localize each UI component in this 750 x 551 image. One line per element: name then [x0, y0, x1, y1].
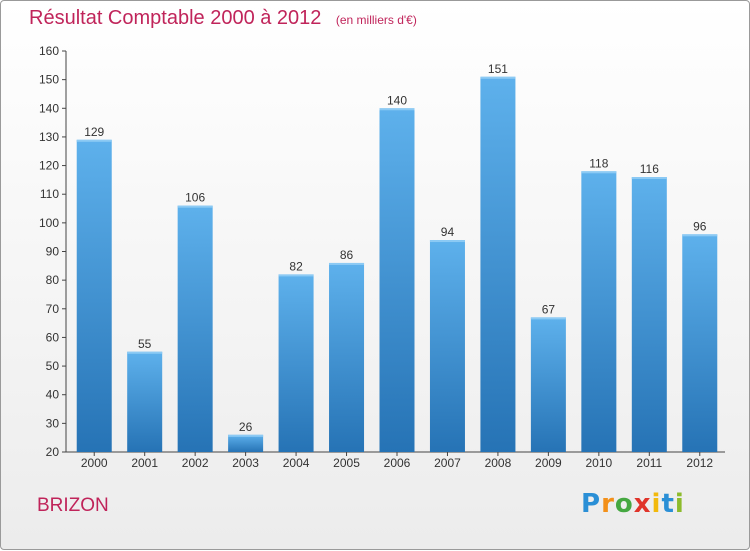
- bar-2010: [581, 171, 617, 453]
- chart-unit: (en milliers d'€): [335, 13, 417, 27]
- x-tick-label: 2007: [434, 456, 461, 470]
- y-tick-label: 140: [39, 101, 59, 115]
- chart-title-text: Résultat Comptable 2000 à 2012: [29, 7, 322, 29]
- bar-highlight: [581, 171, 617, 174]
- x-tick-label: 2002: [182, 456, 209, 470]
- bar-value-label: 82: [289, 259, 303, 273]
- bar-2009: [530, 317, 566, 452]
- bar-2012: [682, 234, 718, 452]
- bar-highlight: [631, 177, 667, 180]
- bar-2001: [127, 351, 163, 452]
- bar-highlight: [379, 108, 415, 111]
- bar-highlight: [429, 240, 465, 243]
- logo-letter: i: [674, 489, 685, 519]
- bar-2011: [631, 177, 667, 452]
- chart-title: Résultat Comptable 2000 à 2012 (en milli…: [29, 7, 417, 30]
- logo-letter: i: [651, 489, 662, 519]
- bar-2006: [379, 108, 415, 453]
- x-tick-label: 2004: [283, 456, 310, 470]
- y-tick-label: 70: [46, 302, 60, 316]
- bar-2007: [429, 240, 465, 452]
- y-tick-label: 60: [46, 330, 60, 344]
- bar-2003: [228, 434, 264, 452]
- bar-2000: [76, 139, 112, 453]
- x-tick-label: 2008: [485, 456, 512, 470]
- bar-highlight: [177, 205, 213, 208]
- bar-highlight: [127, 351, 163, 354]
- bar-value-label: 26: [239, 420, 253, 434]
- bar-value-label: 106: [185, 191, 205, 205]
- bar-value-label: 86: [340, 248, 354, 262]
- bar-value-label: 151: [488, 62, 508, 76]
- bar-value-label: 140: [387, 93, 407, 107]
- logo-letter: r: [601, 489, 615, 519]
- y-tick-label: 30: [46, 416, 60, 430]
- y-tick-label: 40: [46, 388, 60, 402]
- bar-value-label: 96: [693, 219, 707, 233]
- bar-value-label: 116: [640, 162, 659, 176]
- y-tick-label: 130: [39, 130, 59, 144]
- logo-letter: t: [661, 489, 675, 519]
- logo-letter: P: [581, 489, 602, 519]
- bar-highlight: [228, 434, 264, 437]
- y-tick-label: 80: [46, 273, 60, 287]
- x-tick-label: 2001: [131, 456, 158, 470]
- y-tick-label: 150: [39, 73, 59, 87]
- bar-2002: [177, 205, 213, 452]
- x-tick-label: 2010: [585, 456, 612, 470]
- x-tick-label: 2000: [81, 456, 108, 470]
- y-tick-label: 50: [46, 359, 60, 373]
- x-tick-label: 2003: [232, 456, 259, 470]
- bar-highlight: [329, 262, 365, 265]
- y-tick-label: 20: [46, 445, 60, 459]
- bar-value-label: 118: [589, 156, 608, 170]
- bar-highlight: [682, 234, 718, 237]
- y-tick-label: 160: [39, 44, 59, 58]
- x-tick-label: 2005: [333, 456, 360, 470]
- bar-value-label: 94: [441, 225, 455, 239]
- bar-highlight: [530, 317, 566, 320]
- logo-letter: x: [633, 489, 652, 519]
- bar-highlight: [76, 139, 112, 142]
- bar-value-label: 129: [84, 125, 104, 139]
- commune-name: BRIZON: [37, 495, 109, 516]
- x-tick-label: 2009: [535, 456, 562, 470]
- bar-value-label: 67: [542, 302, 556, 316]
- y-tick-label: 110: [40, 187, 59, 201]
- logo-letter: o: [614, 489, 634, 519]
- bar-2005: [329, 262, 365, 452]
- proxiti-logo: Proxiti: [581, 489, 685, 519]
- x-tick-label: 2012: [686, 456, 713, 470]
- bar-2008: [480, 76, 516, 453]
- bar-value-label: 55: [138, 337, 152, 351]
- bar-2004: [278, 274, 314, 452]
- x-tick-label: 2011: [636, 456, 662, 470]
- bar-highlight: [480, 76, 516, 79]
- y-tick-label: 120: [39, 159, 59, 173]
- x-tick-label: 2006: [384, 456, 411, 470]
- y-tick-label: 90: [46, 245, 60, 259]
- bar-highlight: [278, 274, 314, 277]
- y-tick-label: 100: [39, 216, 59, 230]
